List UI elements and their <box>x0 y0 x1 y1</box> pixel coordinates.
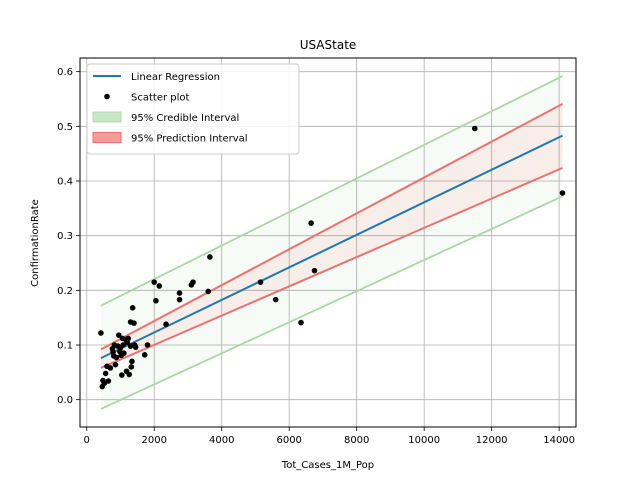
legend: Linear Regression Scatter plot 95% Credibl… <box>86 63 300 155</box>
y-axis-title: ConfirmationRate <box>30 199 41 287</box>
scatter-point <box>144 342 151 348</box>
legend-label: 95% Prediction Interval <box>131 134 248 145</box>
scatter-point <box>102 370 109 377</box>
scatter-point <box>128 364 135 370</box>
scatter-point <box>121 350 127 357</box>
scatter-point <box>311 267 318 274</box>
legend-swatch-patch <box>92 111 122 123</box>
legend-label: Linear Regression <box>131 72 220 83</box>
legend-box <box>86 63 300 155</box>
scatter-point <box>272 296 279 303</box>
scatter-point <box>98 330 104 336</box>
y-tick-label: 0.2 <box>57 286 73 297</box>
x-tick-label: 2000 <box>142 435 167 446</box>
scatter-point <box>471 125 478 132</box>
regression-line <box>100 134 563 360</box>
scatter-point <box>116 332 122 338</box>
scatter-point <box>176 296 183 303</box>
scatter-point <box>298 319 304 326</box>
credible-interval-lower <box>100 195 563 410</box>
scatter-point <box>257 279 264 285</box>
x-tick-label: 8000 <box>344 435 369 446</box>
legend-label: Scatter plot <box>131 93 190 104</box>
scatter-point <box>559 190 566 196</box>
scatter-point <box>163 321 169 328</box>
scatter-point <box>205 288 212 295</box>
y-tick-label: 0.1 <box>57 341 73 352</box>
legend-item-prediction: 95% Prediction Interval <box>92 132 248 145</box>
scatter-point <box>151 279 158 285</box>
scatter-point <box>308 220 314 226</box>
chart-title: USAState <box>300 38 357 52</box>
legend-swatch-dot <box>104 93 110 100</box>
x-tick-label: 14000 <box>543 435 575 446</box>
axes-frame <box>79 57 577 428</box>
prediction-interval-upper <box>100 103 563 351</box>
scatter-point <box>141 352 148 358</box>
scatter-point <box>119 372 125 378</box>
x-tick-label: 12000 <box>476 435 508 446</box>
y-tick-label: 0.3 <box>57 231 73 242</box>
prediction-interval-lower <box>100 166 563 369</box>
scatter-point <box>153 297 159 304</box>
scatter-point <box>131 320 137 326</box>
y-tick-label: 0.6 <box>57 67 73 78</box>
x-tick-label: 6000 <box>276 435 301 446</box>
scatter-point <box>132 344 139 350</box>
legend-item-regression: Linear Regression <box>93 72 220 83</box>
scatter-point <box>156 283 163 289</box>
x-tick-label: 0 <box>84 435 90 446</box>
scatter-point <box>113 354 120 361</box>
credible-interval-upper <box>100 75 563 307</box>
legend-swatch-patch <box>92 132 122 143</box>
y-tick-label: 0.4 <box>57 177 73 188</box>
legend-item-scatter: Scatter plot <box>104 93 190 104</box>
scatter-point <box>207 254 213 260</box>
scatter-point <box>107 365 114 371</box>
scatter-point <box>105 378 112 384</box>
y-tick-label: 0.5 <box>57 122 73 133</box>
x-tick-label: 4000 <box>209 435 234 446</box>
scatter-point <box>125 335 132 342</box>
scatter-point <box>129 305 136 311</box>
x-tick-label: 10000 <box>408 435 440 446</box>
plot-area: 0 2000 4000 6000 8000 10000 12000 14000 0.0 0.1 0.… <box>57 57 577 446</box>
scatter-point <box>190 279 196 285</box>
credible-interval-band <box>100 76 563 409</box>
scatter-point <box>176 290 183 296</box>
legend-label: 95% Credible Interval <box>131 113 239 124</box>
legend-item-credible: 95% Credible Interval <box>92 111 239 124</box>
scatter-point <box>112 361 119 368</box>
y-tick-label: 0.0 <box>57 395 73 406</box>
scatter-point <box>120 342 126 348</box>
scatter-point <box>126 371 133 378</box>
x-axis-title: Tot_Cases_1M_Pop <box>281 460 374 471</box>
scatter-point <box>129 358 135 365</box>
